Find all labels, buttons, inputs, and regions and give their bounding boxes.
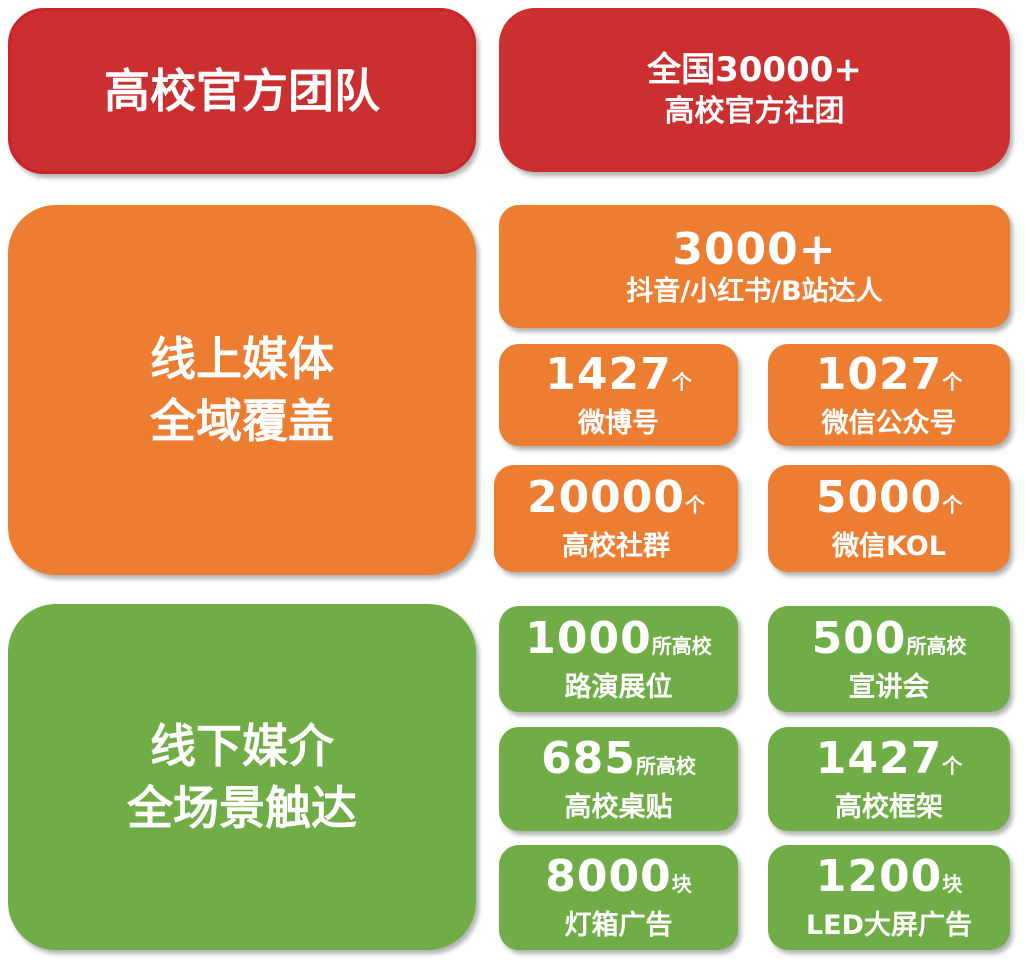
offline-stat-card: 1200块 LED大屏广告 [768,845,1010,950]
stat-number: 1427 [545,348,672,400]
team-title: 高校官方团队 [104,64,380,118]
stat-value: 1000所高校 [525,612,712,671]
online-stat-card: 1427个 微博号 [499,344,738,446]
stat-label: LED大屏广告 [805,910,973,941]
stat-number: 5000 [815,472,943,523]
stat-value: 8000块 [545,852,691,909]
stat-number: 1027 [815,348,943,400]
stat-number: 1000 [525,612,652,664]
offline-media-card: 线下媒介 全场景触达 [8,604,476,950]
stat-unit: 个 [942,753,963,778]
offline-title-line2: 全场景触达 [127,781,357,835]
online-title-line1: 线上媒体 [150,332,334,386]
stat-value: 1427个 [815,732,963,791]
team-stat-line1: 全国30000+ [647,50,862,90]
online-top-card: 3000+ 抖音/小红书/B站达人 [499,205,1010,328]
stat-unit: 块 [671,872,692,896]
team-stat-line2: 高校官方社团 [664,94,845,129]
stat-label: 高校社群 [562,531,670,562]
stat-number: 20000 [526,472,686,523]
online-top-value: 3000+ [672,223,837,275]
online-media-card: 线上媒体 全域覆盖 [8,205,476,575]
stat-number: 1427 [815,732,943,784]
offline-stat-card: 500所高校 宣讲会 [768,606,1010,712]
stat-number: 685 [541,732,636,784]
stat-number: 500 [811,612,907,664]
online-stat-card: 5000个 微信KOL [768,465,1010,572]
stat-unit: 所高校 [906,633,967,658]
stat-label: 微信公众号 [821,407,957,439]
stat-unit: 个 [942,369,963,394]
stat-label: 高校框架 [835,791,943,823]
stat-value: 1427个 [545,348,692,407]
stat-label: 高校桌贴 [564,791,673,823]
online-top-label: 抖音/小红书/B站达人 [626,275,883,307]
team-stat-card: 全国30000+ 高校官方社团 [499,8,1010,172]
stat-label: 微信KOL [832,531,946,562]
stat-value: 20000个 [527,473,705,530]
team-title-card: 高校官方团队 [8,8,476,174]
stat-value: 685所高校 [541,732,696,791]
stat-value: 1027个 [815,348,963,407]
stat-label: 路演展位 [564,671,673,703]
offline-title-line1: 线下媒介 [150,719,334,773]
stat-unit: 个 [671,369,692,394]
offline-stat-card: 1427个 高校框架 [768,727,1010,831]
stat-label: 宣讲会 [848,671,930,703]
offline-stat-card: 1000所高校 路演展位 [499,606,738,712]
online-stat-card: 20000个 高校社群 [494,465,738,572]
stat-unit: 所高校 [635,753,696,778]
stat-label: 灯箱广告 [564,910,673,941]
stat-unit: 个 [685,493,706,517]
stat-label: 微博号 [578,407,659,439]
offline-stat-card: 8000块 灯箱广告 [499,845,738,950]
stat-number: 8000 [545,851,672,902]
stat-value: 1200块 [816,852,962,909]
stat-value: 5000个 [816,473,962,530]
online-title-line2: 全域覆盖 [150,394,334,448]
stat-number: 1200 [815,851,943,902]
stat-value: 500所高校 [811,612,967,671]
stat-unit: 个 [942,493,963,517]
online-stat-card: 1027个 微信公众号 [768,344,1010,446]
stat-unit: 所高校 [651,633,712,658]
offline-stat-card: 685所高校 高校桌贴 [499,727,738,831]
stat-unit: 块 [942,872,963,896]
